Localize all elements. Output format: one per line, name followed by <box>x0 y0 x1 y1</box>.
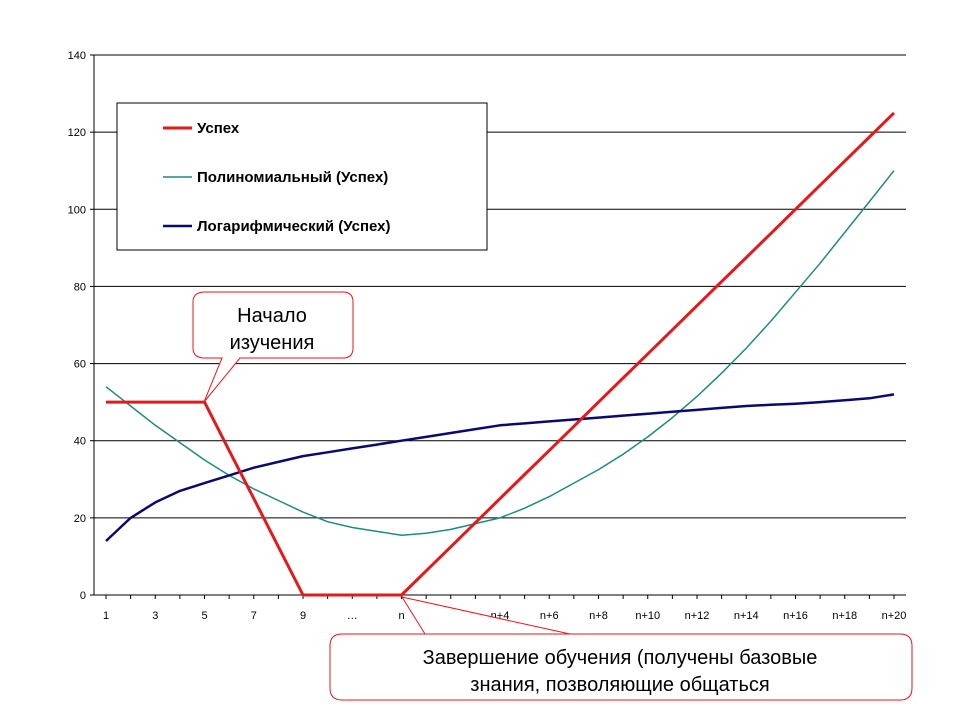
y-tick-label-140: 140 <box>68 50 86 62</box>
x-tick-label-2: 5 <box>201 610 207 622</box>
series-logarithmic-line <box>105 393 895 542</box>
y-tick-label-40: 40 <box>74 436 86 448</box>
callout-start-learning-line1: Начало <box>237 305 307 327</box>
x-tick-label-12: n+12 <box>685 610 710 622</box>
callout-finish-learning-line2: знания, позволяющие общаться <box>470 674 769 696</box>
callout-finish-learning: Завершение обучения (получены базовые зн… <box>329 596 913 701</box>
callout-start-learning-line2: изучения <box>230 332 315 354</box>
y-tick-label-100: 100 <box>68 204 86 216</box>
series-lines <box>105 111 896 597</box>
y-tick-label-0: 0 <box>80 590 86 602</box>
x-tick-label-10: n+8 <box>589 610 608 622</box>
y-tick-label-20: 20 <box>74 513 86 525</box>
callout-start-learning-shape <box>192 291 354 403</box>
x-tick-label-15: n+18 <box>832 610 857 622</box>
y-axis-ticks: 0 20 40 60 80 100 120 140 <box>68 50 94 602</box>
x-tick-label-13: n+14 <box>734 610 759 622</box>
legend-label-polynomial: Полиномиальный (Успех) <box>197 169 388 186</box>
series-uspekh-line <box>106 111 896 597</box>
x-tick-label-3: 7 <box>251 610 257 622</box>
y-tick-label-60: 60 <box>74 359 86 371</box>
x-axis-ticks: 13579…nn+2n+4n+6n+8n+10n+12n+14n+16n+18n… <box>103 595 906 622</box>
x-tick-label-5: … <box>347 610 358 622</box>
series-polynomial-line <box>105 170 895 536</box>
y-tick-label-120: 120 <box>68 127 86 139</box>
x-tick-label-14: n+16 <box>783 610 808 622</box>
legend: Успех Полиномиальный (Успех) Логарифмиче… <box>116 102 488 251</box>
callout-finish-learning-line1: Завершение обучения (получены базовые <box>423 647 818 669</box>
x-tick-label-0: 1 <box>103 610 109 622</box>
x-tick-label-11: n+10 <box>635 610 660 622</box>
x-tick-label-6: n <box>398 610 404 622</box>
x-tick-label-16: n+20 <box>882 610 907 622</box>
legend-label-uspekh: Успех <box>197 120 240 137</box>
callout-start-learning: Начало изучения <box>192 291 354 403</box>
x-tick-label-9: n+6 <box>540 610 559 622</box>
y-tick-label-80: 80 <box>74 281 86 293</box>
callout-finish-learning-shape <box>329 596 913 701</box>
x-tick-label-4: 9 <box>300 610 306 622</box>
legend-label-logarithmic: Логарифмический (Успех) <box>197 218 390 235</box>
x-tick-label-1: 3 <box>152 610 158 622</box>
